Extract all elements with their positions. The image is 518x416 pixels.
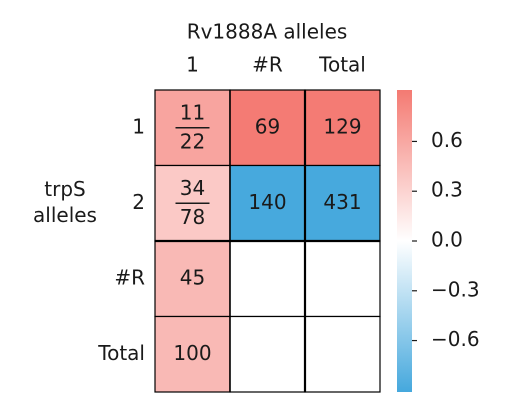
fraction-denominator: 78 <box>180 205 205 229</box>
row-label: Total <box>97 341 145 365</box>
y-axis-label: trpS alleles <box>33 177 97 227</box>
cell <box>154 315 231 393</box>
cell <box>304 240 381 318</box>
cell <box>304 315 381 393</box>
cell <box>229 164 306 242</box>
row-label: 1 <box>132 114 145 138</box>
colorbar-tick-label: −0.6 <box>431 327 480 351</box>
cell <box>229 240 306 318</box>
cell <box>304 89 381 167</box>
colorbar-tick-label: 0.3 <box>431 178 463 202</box>
cell-label: 129 <box>323 114 361 138</box>
cell <box>154 240 231 318</box>
cell <box>304 164 381 242</box>
cell-label: 140 <box>248 190 286 214</box>
column-label: 1 <box>186 53 199 77</box>
row-label: #R <box>114 265 145 289</box>
column-label: #R <box>252 53 283 77</box>
colorbar-tick-label: −0.3 <box>431 277 480 301</box>
colorbar <box>397 90 412 392</box>
row-label: 2 <box>132 190 145 214</box>
cell-label: 431 <box>323 190 361 214</box>
fraction-numerator: 34 <box>180 176 205 200</box>
fraction-numerator: 11 <box>180 100 205 124</box>
column-label: Total <box>318 53 366 77</box>
cell-label: 45 <box>180 265 205 289</box>
colorbar-tick-label: 0.0 <box>431 228 463 252</box>
chart-title: Rv1888A alleles <box>187 20 348 44</box>
fraction-denominator: 22 <box>180 129 205 153</box>
cell-label: 69 <box>255 114 280 138</box>
cell <box>229 315 306 393</box>
colorbar-tick-label: 0.6 <box>431 128 463 152</box>
cell-label: 100 <box>173 341 211 365</box>
